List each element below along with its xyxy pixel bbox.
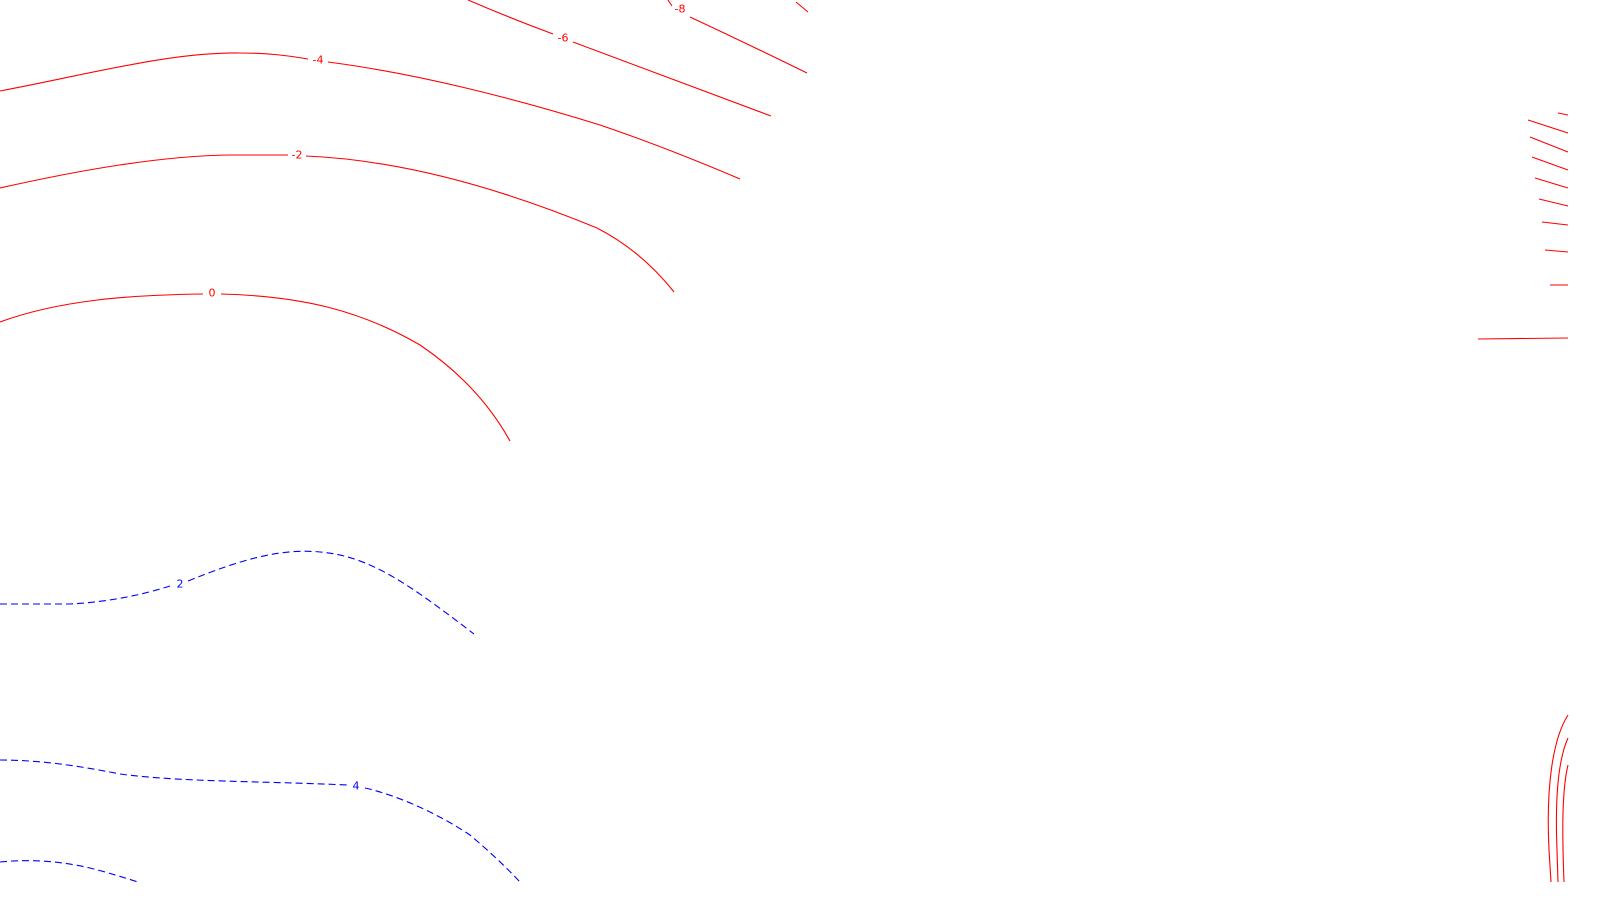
contour-line-right-10: [1477, 337, 1569, 340]
contour-line-neg8-upper: [795, 1, 809, 13]
contour-line-neg6: [467, 0, 772, 117]
contour-line-right-6: [1538, 198, 1569, 207]
contour-loop-1: [1547, 714, 1569, 883]
contour-line-neg4: [0, 52, 741, 180]
contour-line-right-3: [1529, 136, 1569, 153]
contour-line-right-2: [1527, 119, 1569, 134]
contour-line-neg8: [667, 0, 808, 74]
contour-label-neg2: -2: [292, 149, 303, 162]
positive-contours: [0, 550, 521, 883]
contour-line-right-1: [1557, 112, 1569, 116]
contour-line-right-7: [1541, 221, 1569, 226]
contour-label-pos4: 4: [353, 780, 360, 793]
contour-line-pos-lower: [0, 860, 139, 883]
contour-label-pos2: 2: [177, 578, 184, 591]
contour-line-zero: [0, 293, 511, 442]
contour-label-neg6: -6: [558, 32, 569, 45]
contour-line-neg2: [0, 154, 675, 293]
negative-contours-main: [0, 0, 809, 442]
contour-loop-3: [1562, 764, 1569, 883]
contour-labels: -8 -6 -4 -2 0 2 4: [177, 3, 686, 793]
contour-label-neg8: -8: [675, 3, 686, 16]
contour-label-zero: 0: [209, 287, 216, 300]
contour-line-right-8: [1544, 249, 1569, 253]
contour-line-pos2: [0, 550, 475, 635]
negative-contours-right-edge: [1477, 112, 1569, 340]
contour-line-pos4: [0, 759, 521, 883]
negative-contours-bottom-right: [1547, 714, 1569, 883]
contour-label-neg4: -4: [313, 54, 324, 67]
contour-loop-2: [1555, 737, 1569, 883]
contour-line-right-5: [1534, 177, 1569, 189]
contour-line-right-4: [1531, 156, 1569, 171]
